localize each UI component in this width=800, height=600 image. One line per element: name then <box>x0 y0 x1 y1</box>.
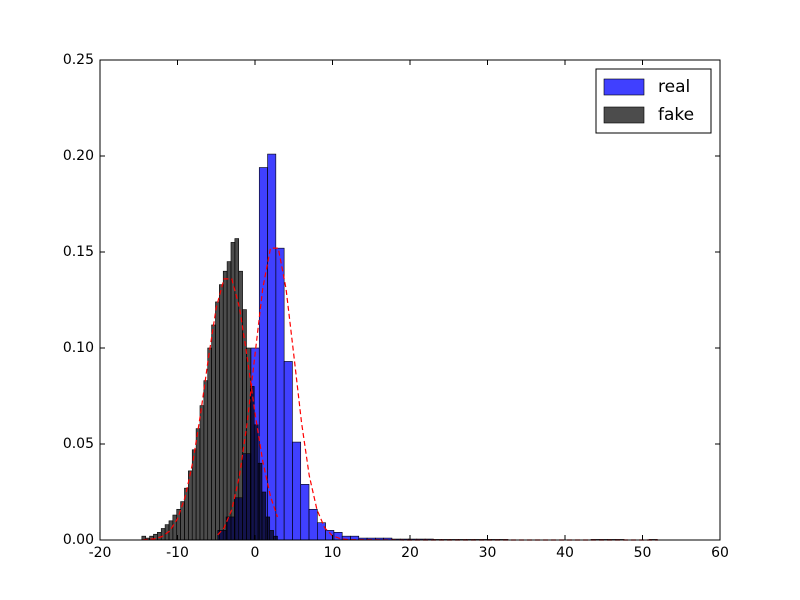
x-tick-label: -10 <box>166 545 189 561</box>
y-tick-label: 0.10 <box>63 340 94 356</box>
histogram-bar <box>180 501 185 541</box>
x-tick-label: 50 <box>634 545 652 561</box>
legend-label: real <box>658 77 690 97</box>
histogram-bar <box>203 380 209 541</box>
histogram-bar <box>215 301 220 541</box>
histogram-bar <box>157 532 162 541</box>
x-tick-label: 20 <box>401 545 419 561</box>
histogram-bar <box>269 530 274 541</box>
histogram-bar <box>207 347 212 541</box>
histogram-bar <box>283 361 293 541</box>
legend: real fake <box>595 68 712 134</box>
x-tick-label: 0 <box>251 545 260 561</box>
histogram-bar <box>219 284 224 541</box>
histogram-bar <box>261 491 267 541</box>
histogram-bar <box>211 324 216 541</box>
x-tick-label: 40 <box>556 545 574 561</box>
histogram-bar <box>300 484 310 541</box>
histogram-bar <box>257 462 263 541</box>
y-tick-label: 0.15 <box>63 244 94 260</box>
histogram-bar <box>222 270 228 541</box>
histogram-bar <box>317 522 326 541</box>
x-tick-label: 60 <box>711 545 729 561</box>
histogram-bar <box>273 535 278 541</box>
histogram-bar <box>226 261 232 541</box>
y-tick-label: 0.25 <box>63 52 94 68</box>
histogram-bar <box>267 153 277 541</box>
histogram-bar <box>172 514 178 541</box>
y-tick-label: 0.20 <box>63 148 94 164</box>
y-tick-label: 0.00 <box>63 532 94 548</box>
fit-curve <box>142 278 279 541</box>
histogram-bar <box>242 309 247 541</box>
histogram-bar <box>195 428 201 541</box>
histogram-bar <box>308 508 318 541</box>
histogram-bar <box>250 386 255 541</box>
histogram-bar <box>160 528 166 541</box>
legend-label: fake <box>658 105 694 125</box>
legend-swatch <box>603 106 645 124</box>
histogram-bar <box>265 516 271 541</box>
histogram-bar <box>333 532 343 541</box>
legend-swatch <box>603 78 645 96</box>
histogram-bar <box>191 449 197 541</box>
histogram-bar <box>253 424 259 541</box>
x-tick-label: 30 <box>479 545 497 561</box>
histogram-bar <box>199 405 205 541</box>
histogram-bar <box>292 441 302 541</box>
y-tick-label: 0.05 <box>63 436 94 452</box>
histogram-bar <box>168 520 174 541</box>
x-tick-label: 10 <box>324 545 342 561</box>
x-tick-label: -20 <box>89 545 112 561</box>
histogram-bar <box>275 247 285 541</box>
